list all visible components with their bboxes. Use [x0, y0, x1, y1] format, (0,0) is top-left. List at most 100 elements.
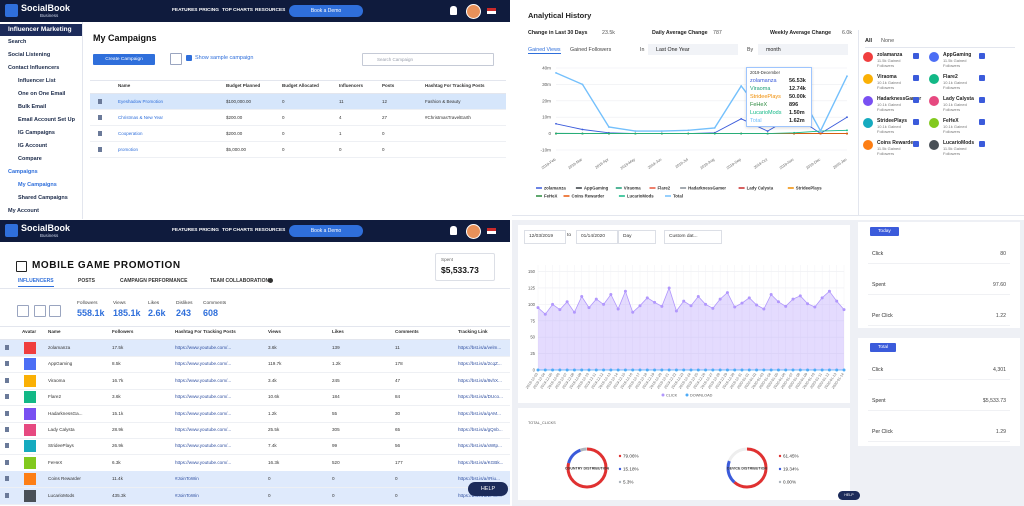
- select[interactable]: month: [758, 44, 848, 55]
- input[interactable]: Custom dat...: [664, 230, 722, 244]
- tool-icon[interactable]: [49, 305, 61, 317]
- table-row[interactable]: [0, 356, 510, 374]
- tab[interactable]: INFLUENCERS: [18, 278, 54, 287]
- table-row[interactable]: [0, 406, 510, 423]
- cell[interactable]: https://bst.is/a/xWtp...: [458, 443, 502, 449]
- select-all[interactable]: All: [865, 38, 873, 44]
- filter-icon[interactable]: [170, 53, 182, 65]
- checkbox[interactable]: [913, 53, 919, 59]
- cell[interactable]: https://bst.is/a/2cqZ...: [458, 361, 502, 367]
- sidebar-item[interactable]: Bulk Email: [18, 104, 47, 110]
- checkbox[interactable]: [913, 119, 919, 125]
- nav-link[interactable]: RESOURCES: [255, 228, 286, 233]
- cell[interactable]: https://www.youtube.com/...: [175, 361, 232, 367]
- tab[interactable]: Gained Views: [528, 47, 561, 54]
- sidebar-item[interactable]: My Campaigns: [18, 182, 57, 188]
- cell[interactable]: https://www.youtube.com/...: [175, 427, 232, 432]
- nav-link[interactable]: TOP CHARTS: [222, 228, 254, 233]
- checkbox[interactable]: [913, 97, 919, 103]
- checkbox[interactable]: [979, 53, 985, 59]
- avatar[interactable]: [466, 4, 481, 19]
- cell[interactable]: https://bst.is/a/DUco...: [458, 394, 503, 400]
- sidebar-item[interactable]: Compare: [18, 156, 42, 162]
- cell[interactable]: https://www.youtube.com/...: [175, 443, 232, 449]
- sidebar-item[interactable]: Social Listening: [8, 52, 51, 58]
- campaign-name[interactable]: promotion: [118, 147, 139, 152]
- tab[interactable]: CAMPAIGN PERFORMANCE: [120, 278, 188, 284]
- cell[interactable]: https://bst.is/a/rRiu...: [458, 476, 500, 482]
- label: to: [567, 233, 572, 238]
- sidebar-item[interactable]: One on One Email: [18, 91, 66, 97]
- demo-button[interactable]: Book a Demo: [289, 225, 363, 237]
- table-row[interactable]: [90, 110, 506, 126]
- campaign-name[interactable]: Eyeshadow Promotion: [118, 99, 164, 104]
- table-row[interactable]: [0, 438, 510, 456]
- sidebar-item[interactable]: Contact Influencers: [8, 65, 60, 71]
- cell[interactable]: https://bst.is/a/gQnb...: [458, 427, 503, 432]
- cell: 177: [395, 459, 403, 465]
- help-button[interactable]: HELP: [468, 482, 508, 496]
- input[interactable]: Day: [618, 230, 656, 244]
- search-box[interactable]: Search Campaign: [362, 53, 494, 66]
- demo-button[interactable]: Book a Demo: [289, 5, 363, 17]
- nav-link[interactable]: FEATURES: [172, 8, 198, 13]
- tab[interactable]: POSTS: [78, 278, 95, 284]
- sidebar-item[interactable]: Email Account Set Up: [18, 117, 75, 123]
- sidebar-item[interactable]: Influencer List: [18, 78, 56, 84]
- cell[interactable]: #JoinToWin: [175, 492, 199, 498]
- checkbox[interactable]: [979, 97, 985, 103]
- nav-link[interactable]: RESOURCES: [255, 8, 286, 13]
- sidebar-item[interactable]: Shared Campaigns: [18, 195, 68, 201]
- table-row[interactable]: [0, 487, 510, 505]
- input[interactable]: 01/14/2020: [576, 230, 618, 244]
- nav-link[interactable]: FEATURES: [172, 228, 198, 233]
- table-row[interactable]: [0, 340, 510, 357]
- sidebar-item[interactable]: My Account: [8, 208, 39, 214]
- table-row[interactable]: [0, 455, 510, 472]
- input[interactable]: 12/03/2019: [524, 230, 566, 244]
- select[interactable]: Last One Year: [648, 44, 738, 55]
- cell[interactable]: https://www.youtube.com/...: [175, 394, 232, 400]
- checkbox[interactable]: [979, 141, 985, 147]
- cell[interactable]: https://bst.is/a/8vhX...: [458, 377, 502, 383]
- tool-icon[interactable]: [17, 305, 29, 317]
- cell[interactable]: https://www.youtube.com/...: [175, 410, 232, 416]
- cell[interactable]: https://bst.is/a/qAM...: [458, 410, 501, 416]
- table-row[interactable]: [0, 422, 510, 439]
- cell[interactable]: https://bst.is/a/KGBk...: [458, 459, 504, 465]
- cell[interactable]: https://www.youtube.com/...: [175, 377, 232, 383]
- checkbox[interactable]: [979, 75, 985, 81]
- cell[interactable]: #JoinToWin: [175, 476, 199, 482]
- campaign-name[interactable]: Cooperation: [118, 131, 143, 136]
- sidebar-item[interactable]: IG Campaigns: [18, 130, 55, 136]
- help-button[interactable]: HELP: [838, 491, 860, 500]
- bell-icon[interactable]: [450, 6, 457, 15]
- avatar[interactable]: [466, 224, 481, 239]
- checkbox[interactable]: [913, 75, 919, 81]
- cell[interactable]: https://www.youtube.com/...: [175, 459, 232, 465]
- sidebar-item[interactable]: Campaigns: [8, 169, 38, 175]
- legend-dot: [618, 454, 622, 458]
- tool-icon[interactable]: [34, 305, 46, 317]
- nav-link[interactable]: PRICING: [199, 8, 219, 13]
- bell-icon[interactable]: [450, 226, 457, 235]
- table-row[interactable]: [0, 373, 510, 390]
- tab[interactable]: TEAM COLLABORATION: [210, 278, 270, 284]
- cell[interactable]: https://bst.is/a/velm...: [458, 345, 502, 350]
- table-row[interactable]: [90, 142, 506, 158]
- table-row[interactable]: [0, 389, 510, 407]
- nav-link[interactable]: TOP CHARTS: [222, 8, 254, 13]
- checkbox[interactable]: [186, 55, 192, 61]
- sidebar-item[interactable]: IG Account: [18, 143, 48, 149]
- cell[interactable]: https://www.youtube.com/...: [175, 345, 232, 350]
- select-none[interactable]: None: [881, 38, 895, 44]
- campaign-name[interactable]: Christmas & New Year: [118, 115, 164, 120]
- tab[interactable]: Gained Followers: [570, 47, 612, 53]
- table-row[interactable]: [90, 94, 506, 110]
- table-row[interactable]: [90, 126, 506, 142]
- nav-link[interactable]: PRICING: [199, 228, 219, 233]
- checkbox[interactable]: [913, 141, 919, 147]
- create-button[interactable]: Create Campaign: [93, 54, 155, 65]
- sidebar-item[interactable]: Search: [8, 39, 27, 45]
- checkbox[interactable]: [979, 119, 985, 125]
